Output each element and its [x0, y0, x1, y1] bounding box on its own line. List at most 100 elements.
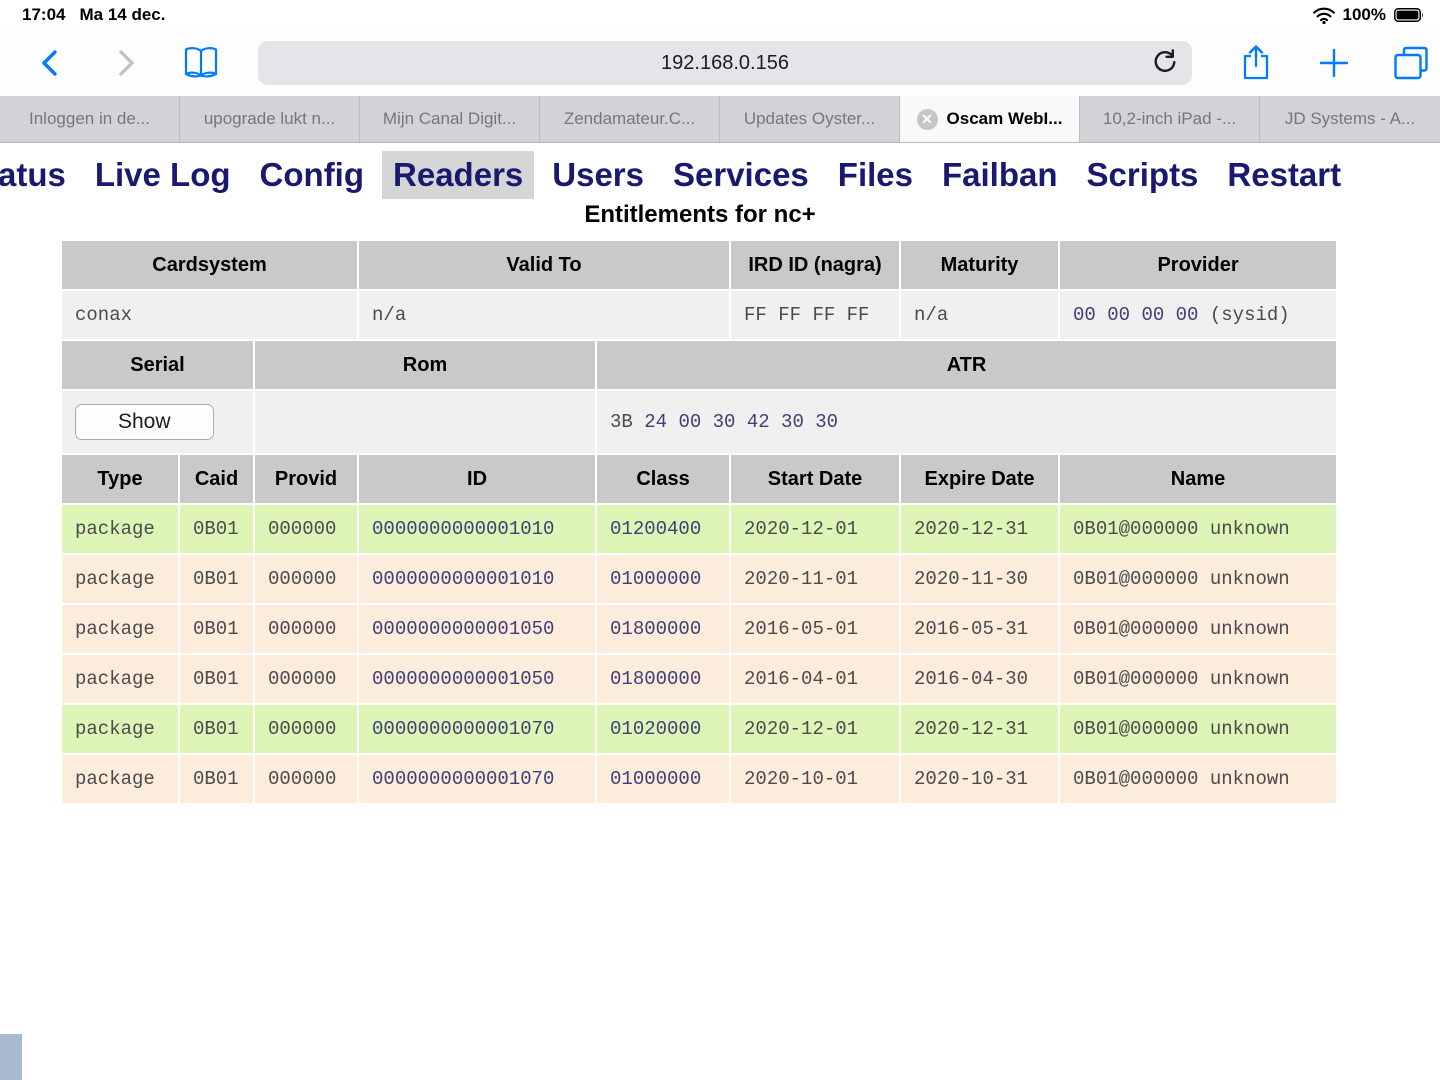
- start-date-cell: 2020-12-01: [731, 505, 900, 553]
- tab-bar: ✕ Inloggen in de... ✕ upograde lukt n...…: [0, 96, 1440, 143]
- type-cell: package: [62, 755, 178, 803]
- column-header-rom: Rom: [255, 341, 596, 389]
- tab-label: Mijn Canal Digit...: [382, 109, 517, 128]
- start-date-cell: 2020-11-01: [731, 555, 900, 603]
- id-cell: 0000000000001070: [359, 755, 596, 803]
- menu-item[interactable]: Scripts: [1086, 156, 1199, 193]
- menu-item[interactable]: Files: [837, 156, 913, 193]
- expire-date-cell: 2016-04-30: [901, 655, 1059, 703]
- card-info-header-row: Cardsystem Valid To IRD ID (nagra) Matur…: [62, 241, 1337, 289]
- type-cell: package: [62, 705, 178, 753]
- forward-button[interactable]: [106, 48, 146, 78]
- name-cell: 0B01@000000 unknown: [1060, 505, 1337, 553]
- column-header-name: Name: [1060, 455, 1337, 503]
- id-cell: 0000000000001050: [359, 605, 596, 653]
- menu-item[interactable]: Services: [673, 156, 809, 193]
- main-menu: Status Live Log Config Readers Users Ser…: [0, 151, 1440, 199]
- cardsystem-value: conax: [62, 291, 358, 339]
- entitlement-row: package 0B01 000000 0000000000001010 012…: [62, 505, 1337, 553]
- provid-cell: 000000: [255, 655, 358, 703]
- caid-cell: 0B01: [180, 755, 253, 803]
- browser-tab[interactable]: ✕ Updates Oyster...: [720, 96, 900, 142]
- column-header-type: Type: [62, 455, 178, 503]
- refresh-icon[interactable]: [1152, 49, 1178, 77]
- class-cell: 01800000: [597, 605, 730, 653]
- column-header-class: Class: [597, 455, 730, 503]
- caid-cell: 0B01: [180, 705, 253, 753]
- expire-date-cell: 2020-12-31: [901, 705, 1059, 753]
- status-bar: 17:04 Ma 14 dec. 100%: [0, 0, 1440, 30]
- atr-first-byte: 3B: [610, 411, 633, 433]
- wifi-icon: [1312, 7, 1335, 24]
- menu-item[interactable]: Live Log: [94, 156, 231, 193]
- name-cell: 0B01@000000 unknown: [1060, 705, 1337, 753]
- back-button[interactable]: [30, 48, 70, 78]
- provider-sysid-label: (sysid): [1209, 304, 1290, 326]
- tab-label: upograde lukt n...: [203, 109, 336, 128]
- tab-label: Inloggen in de...: [29, 109, 150, 128]
- menu-item[interactable]: Users: [552, 156, 644, 193]
- atr-bytes: 24 00 30 42 30 30: [644, 411, 839, 433]
- provid-cell: 000000: [255, 505, 358, 553]
- class-cell: 01200400: [597, 505, 730, 553]
- name-cell: 0B01@000000 unknown: [1060, 655, 1337, 703]
- tab-label: Oscam WebI...: [946, 109, 1063, 128]
- caid-cell: 0B01: [180, 605, 253, 653]
- column-header-id: ID: [359, 455, 596, 503]
- column-header-cardsystem: Cardsystem: [62, 241, 358, 289]
- name-cell: 0B01@000000 unknown: [1060, 555, 1337, 603]
- card-detail-row: Show 3B 24 00 30 42 30 30: [62, 391, 1337, 453]
- new-tab-icon[interactable]: [1312, 48, 1356, 78]
- tab-label: 10,2-inch iPad -...: [1102, 109, 1237, 128]
- menu-item[interactable]: Status: [0, 156, 66, 193]
- column-header-valid-to: Valid To: [359, 241, 730, 289]
- start-date-cell: 2020-12-01: [731, 705, 900, 753]
- browser-tab[interactable]: ✕ upograde lukt n...: [180, 96, 360, 142]
- bottom-left-artifact: [0, 1034, 22, 1080]
- browser-tab[interactable]: ✕ Inloggen in de...: [0, 96, 180, 142]
- expire-date-cell: 2020-12-31: [901, 505, 1059, 553]
- card-info-row: conax n/a FF FF FF FF n/a 00 00 00 00 (s…: [62, 291, 1337, 339]
- oscam-webif-page: Status Live Log Config Readers Users Ser…: [0, 143, 1440, 805]
- name-cell: 0B01@000000 unknown: [1060, 755, 1337, 803]
- browser-tab[interactable]: ✕ Zendamateur.C...: [540, 96, 720, 142]
- tab-overview-icon[interactable]: [1388, 46, 1434, 80]
- menu-item[interactable]: Failban: [942, 156, 1058, 193]
- address-bar[interactable]: 192.168.0.156: [258, 41, 1192, 85]
- browser-tab[interactable]: ✕ Oscam WebI...: [900, 96, 1080, 142]
- caid-cell: 0B01: [180, 555, 253, 603]
- expire-date-cell: 2020-11-30: [901, 555, 1059, 603]
- entitlement-row: package 0B01 000000 0000000000001070 010…: [62, 705, 1337, 753]
- atr-cell: 3B 24 00 30 42 30 30: [597, 391, 1337, 453]
- column-header-maturity: Maturity: [901, 241, 1059, 289]
- column-header-start-date: Start Date: [731, 455, 900, 503]
- type-cell: package: [62, 605, 178, 653]
- valid-to-value: n/a: [359, 291, 730, 339]
- entitlement-row: package 0B01 000000 0000000000001050 018…: [62, 605, 1337, 653]
- menu-item[interactable]: Config: [259, 156, 365, 193]
- class-cell: 01020000: [597, 705, 730, 753]
- column-header-provider: Provider: [1060, 241, 1337, 289]
- menu-item[interactable]: Readers: [382, 151, 535, 199]
- id-cell: 0000000000001010: [359, 505, 596, 553]
- url-text[interactable]: 192.168.0.156: [661, 51, 789, 74]
- tab-close-icon[interactable]: ✕: [916, 108, 938, 130]
- id-cell: 0000000000001010: [359, 555, 596, 603]
- column-header-atr: ATR: [597, 341, 1337, 389]
- provid-cell: 000000: [255, 705, 358, 753]
- browser-tab[interactable]: ✕ JD Systems - A...: [1260, 96, 1440, 142]
- bookmarks-icon[interactable]: [178, 47, 224, 79]
- share-icon[interactable]: [1234, 45, 1278, 81]
- show-serial-button[interactable]: Show: [75, 404, 214, 440]
- clock: 17:04: [22, 5, 66, 24]
- menu-item[interactable]: Restart: [1227, 156, 1342, 193]
- browser-tab[interactable]: ✕ 10,2-inch iPad -...: [1080, 96, 1260, 142]
- tab-label: Updates Oyster...: [743, 109, 876, 128]
- battery-percentage: 100%: [1342, 5, 1386, 24]
- date: Ma 14 dec.: [79, 5, 166, 24]
- provider-sysid-hex: 00 00 00 00: [1073, 304, 1199, 326]
- rom-cell: [255, 391, 596, 453]
- browser-tab[interactable]: ✕ Mijn Canal Digit...: [360, 96, 540, 142]
- maturity-value: n/a: [901, 291, 1059, 339]
- id-cell: 0000000000001050: [359, 655, 596, 703]
